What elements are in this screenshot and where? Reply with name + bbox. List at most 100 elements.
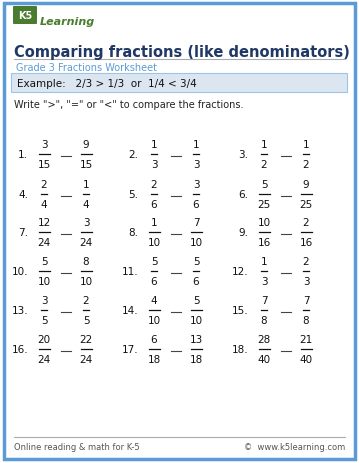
Text: 6.: 6.	[238, 189, 248, 200]
Text: 5: 5	[193, 295, 199, 305]
Text: 7: 7	[193, 218, 199, 227]
Text: 6: 6	[151, 334, 157, 344]
Text: Comparing fractions (like denominators): Comparing fractions (like denominators)	[14, 45, 350, 60]
Text: 1: 1	[261, 257, 267, 266]
Text: 5: 5	[41, 315, 47, 325]
Text: 7.: 7.	[18, 227, 28, 238]
Text: 10: 10	[148, 315, 160, 325]
Text: 8: 8	[83, 257, 89, 266]
Text: 16: 16	[299, 238, 313, 247]
Text: 20: 20	[37, 334, 51, 344]
Text: 8: 8	[303, 315, 309, 325]
Text: 25: 25	[257, 200, 271, 210]
Text: 21: 21	[299, 334, 313, 344]
Text: 3: 3	[41, 140, 47, 150]
Text: 5.: 5.	[128, 189, 138, 200]
Text: 4: 4	[151, 295, 157, 305]
Text: 6: 6	[151, 200, 157, 210]
Text: 3: 3	[303, 276, 309, 287]
Text: 10: 10	[190, 238, 202, 247]
Text: 10: 10	[190, 315, 202, 325]
Text: 6: 6	[193, 276, 199, 287]
Text: 40: 40	[299, 354, 313, 364]
Text: 18: 18	[148, 354, 160, 364]
Text: 5: 5	[83, 315, 89, 325]
Text: 10: 10	[257, 218, 271, 227]
Text: Grade 3 Fractions Worksheet: Grade 3 Fractions Worksheet	[16, 63, 157, 73]
Text: 9: 9	[303, 180, 309, 189]
FancyBboxPatch shape	[11, 75, 348, 94]
Text: 7: 7	[261, 295, 267, 305]
Text: 10.: 10.	[11, 266, 28, 276]
Text: 4: 4	[83, 200, 89, 210]
Text: K5: K5	[18, 11, 32, 21]
Text: 15: 15	[37, 160, 51, 169]
Text: ©  www.k5learning.com: © www.k5learning.com	[244, 442, 345, 451]
Text: 24: 24	[79, 238, 93, 247]
Text: 5: 5	[151, 257, 157, 266]
Text: 15.: 15.	[231, 305, 248, 315]
Text: 9: 9	[83, 140, 89, 150]
Text: Example:   2/3 > 1/3  or  1/4 < 3/4: Example: 2/3 > 1/3 or 1/4 < 3/4	[17, 79, 197, 89]
Text: 12: 12	[37, 218, 51, 227]
Text: 4.: 4.	[18, 189, 28, 200]
Text: 5: 5	[261, 180, 267, 189]
Text: 2: 2	[303, 257, 309, 266]
Text: 2: 2	[303, 218, 309, 227]
Text: 2.: 2.	[128, 150, 138, 160]
Text: 1: 1	[151, 140, 157, 150]
Text: 3: 3	[41, 295, 47, 305]
Text: 2: 2	[261, 160, 267, 169]
Text: 3: 3	[261, 276, 267, 287]
Text: 16.: 16.	[11, 344, 28, 354]
Text: 18: 18	[190, 354, 202, 364]
Text: 9.: 9.	[238, 227, 248, 238]
Text: Write ">", "=" or "<" to compare the fractions.: Write ">", "=" or "<" to compare the fra…	[14, 100, 243, 110]
Text: 2: 2	[303, 160, 309, 169]
Text: 40: 40	[257, 354, 271, 364]
Text: 10: 10	[148, 238, 160, 247]
Text: 6: 6	[151, 276, 157, 287]
Text: 15: 15	[79, 160, 93, 169]
Text: 22: 22	[79, 334, 93, 344]
Text: 13.: 13.	[11, 305, 28, 315]
Text: Learning: Learning	[40, 17, 95, 27]
Text: 1: 1	[83, 180, 89, 189]
Text: 3: 3	[193, 160, 199, 169]
Text: Online reading & math for K-5: Online reading & math for K-5	[14, 442, 140, 451]
Text: 1: 1	[151, 218, 157, 227]
Text: 1: 1	[261, 140, 267, 150]
Text: 8: 8	[261, 315, 267, 325]
Text: 24: 24	[37, 354, 51, 364]
Text: 24: 24	[79, 354, 93, 364]
Text: 2: 2	[83, 295, 89, 305]
Text: 3: 3	[83, 218, 89, 227]
Text: 1: 1	[193, 140, 199, 150]
Text: 1.: 1.	[18, 150, 28, 160]
Text: 3: 3	[193, 180, 199, 189]
Text: 4: 4	[41, 200, 47, 210]
Text: 1: 1	[303, 140, 309, 150]
Text: 10: 10	[79, 276, 93, 287]
Text: 28: 28	[257, 334, 271, 344]
Text: 10: 10	[37, 276, 51, 287]
Text: 5: 5	[41, 257, 47, 266]
Text: 2: 2	[41, 180, 47, 189]
Text: 13: 13	[190, 334, 202, 344]
Text: 11.: 11.	[121, 266, 138, 276]
Text: 7: 7	[303, 295, 309, 305]
Text: 17.: 17.	[121, 344, 138, 354]
Text: 18.: 18.	[231, 344, 248, 354]
Text: 25: 25	[299, 200, 313, 210]
Text: 3.: 3.	[238, 150, 248, 160]
Text: 8.: 8.	[128, 227, 138, 238]
Text: 14.: 14.	[121, 305, 138, 315]
Text: 3: 3	[151, 160, 157, 169]
Text: 6: 6	[193, 200, 199, 210]
Text: 5: 5	[193, 257, 199, 266]
Text: 12.: 12.	[231, 266, 248, 276]
Text: 24: 24	[37, 238, 51, 247]
Text: 2: 2	[151, 180, 157, 189]
FancyBboxPatch shape	[13, 7, 37, 25]
Text: 16: 16	[257, 238, 271, 247]
